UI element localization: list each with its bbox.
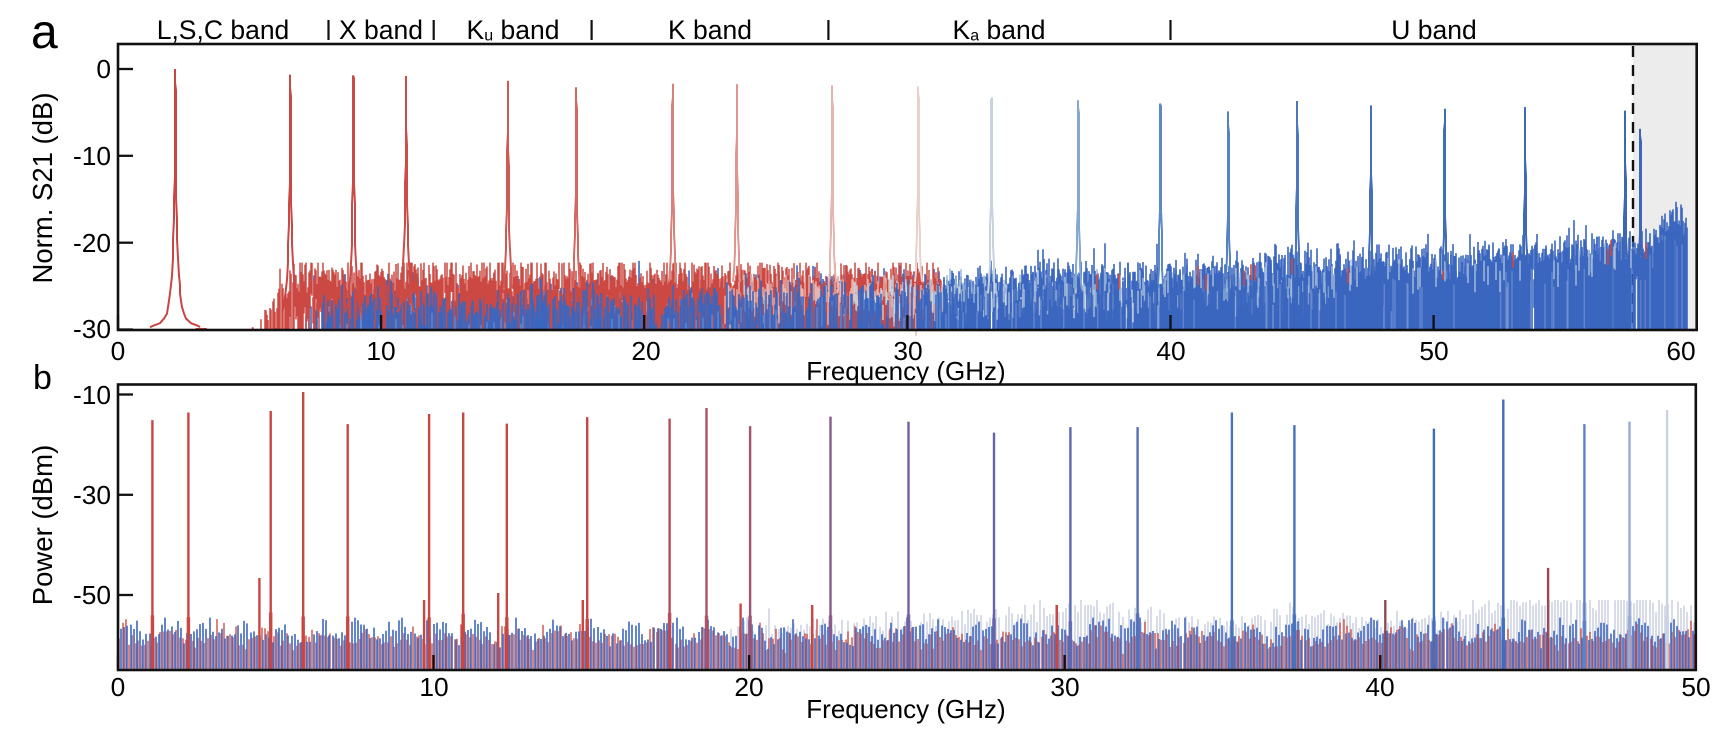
svg-text:30: 30	[893, 336, 922, 366]
svg-text:60: 60	[1666, 336, 1695, 366]
svg-text:40: 40	[1156, 336, 1185, 366]
svg-text:0: 0	[111, 672, 126, 702]
svg-text:50: 50	[1681, 672, 1710, 702]
svg-text:-30: -30	[73, 314, 111, 344]
svg-text:10: 10	[419, 672, 448, 702]
svg-text:-30: -30	[73, 480, 111, 510]
svg-text:Ku band: Ku band	[467, 15, 560, 45]
svg-text:30: 30	[1050, 672, 1079, 702]
svg-text:0: 0	[96, 54, 111, 84]
svg-text:L,S,C band: L,S,C band	[157, 15, 290, 45]
svg-text:50: 50	[1419, 336, 1448, 366]
svg-text:0: 0	[111, 336, 126, 366]
svg-text:X band: X band	[339, 15, 423, 45]
svg-text:10: 10	[366, 336, 395, 366]
svg-text:-10: -10	[73, 141, 111, 171]
svg-text:-20: -20	[73, 228, 111, 258]
svg-text:Frequency (GHz): Frequency (GHz)	[806, 356, 1005, 386]
svg-text:-50: -50	[73, 580, 111, 610]
svg-text:Ka band: Ka band	[953, 15, 1046, 45]
svg-text:Frequency (GHz): Frequency (GHz)	[806, 694, 1005, 724]
svg-text:Power (dBm): Power (dBm)	[27, 445, 58, 605]
svg-text:a: a	[31, 6, 58, 59]
svg-text:-10: -10	[73, 380, 111, 410]
svg-text:K band: K band	[668, 15, 752, 45]
svg-text:20: 20	[631, 336, 660, 366]
svg-text:40: 40	[1365, 672, 1394, 702]
svg-text:20: 20	[734, 672, 763, 702]
svg-text:Norm. S21 (dB): Norm. S21 (dB)	[27, 92, 58, 283]
svg-text:b: b	[33, 359, 52, 397]
svg-text:U band: U band	[1391, 15, 1476, 45]
